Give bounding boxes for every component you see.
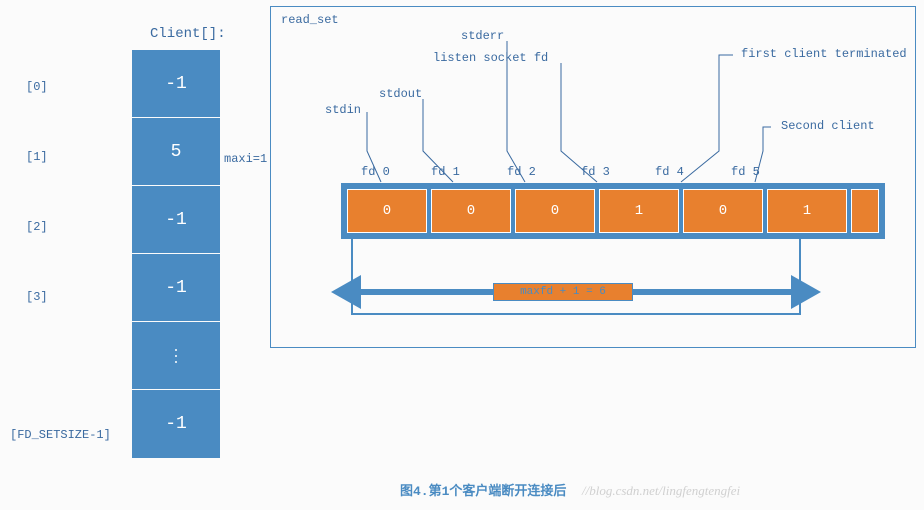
maxfd-arrow-head-left (331, 275, 361, 309)
bit-1: 0 (431, 189, 511, 233)
client-cell-1: 5 (132, 118, 220, 186)
fd-label-5: fd 5 (731, 165, 760, 179)
fd-label-3: fd 3 (581, 165, 610, 179)
fd-label-4: fd 4 (655, 165, 684, 179)
bit-5: 1 (767, 189, 847, 233)
client-cell-2: -1 (132, 186, 220, 254)
readset-box: read_set stdin stdout stderr listen sock… (270, 6, 916, 348)
bitset: 0 0 0 1 0 1 (341, 183, 885, 239)
maxi-label: maxi=1 (224, 152, 267, 166)
client-cell-ellipsis (132, 322, 220, 390)
fd-label-1: fd 1 (431, 165, 460, 179)
bracket-bottom (351, 313, 801, 315)
client-array-table: -1 5 -1 -1 -1 (132, 50, 220, 458)
maxfd-label: maxfd + 1 = 6 (493, 283, 633, 301)
bit-3: 1 (599, 189, 679, 233)
bit-0: 0 (347, 189, 427, 233)
client-index-0: [0] (26, 80, 48, 94)
maxfd-arrow-head-right (791, 275, 821, 309)
client-index-last: [FD_SETSIZE-1] (10, 428, 111, 442)
client-index-1: [1] (26, 150, 48, 164)
watermark: //blog.csdn.net/lingfengtengfei (582, 483, 740, 499)
client-index-2: [2] (26, 220, 48, 234)
fd-label-2: fd 2 (507, 165, 536, 179)
client-index-3: [3] (26, 290, 48, 304)
figure-caption: 图4.第1个客户端断开连接后 (400, 480, 566, 499)
client-cell-0: -1 (132, 50, 220, 118)
client-cell-3: -1 (132, 254, 220, 322)
bit-extra (851, 189, 879, 233)
bit-4: 0 (683, 189, 763, 233)
client-cell-last: -1 (132, 390, 220, 458)
bit-2: 0 (515, 189, 595, 233)
client-array-title: Client[]: (150, 26, 226, 42)
fd-label-0: fd 0 (361, 165, 390, 179)
